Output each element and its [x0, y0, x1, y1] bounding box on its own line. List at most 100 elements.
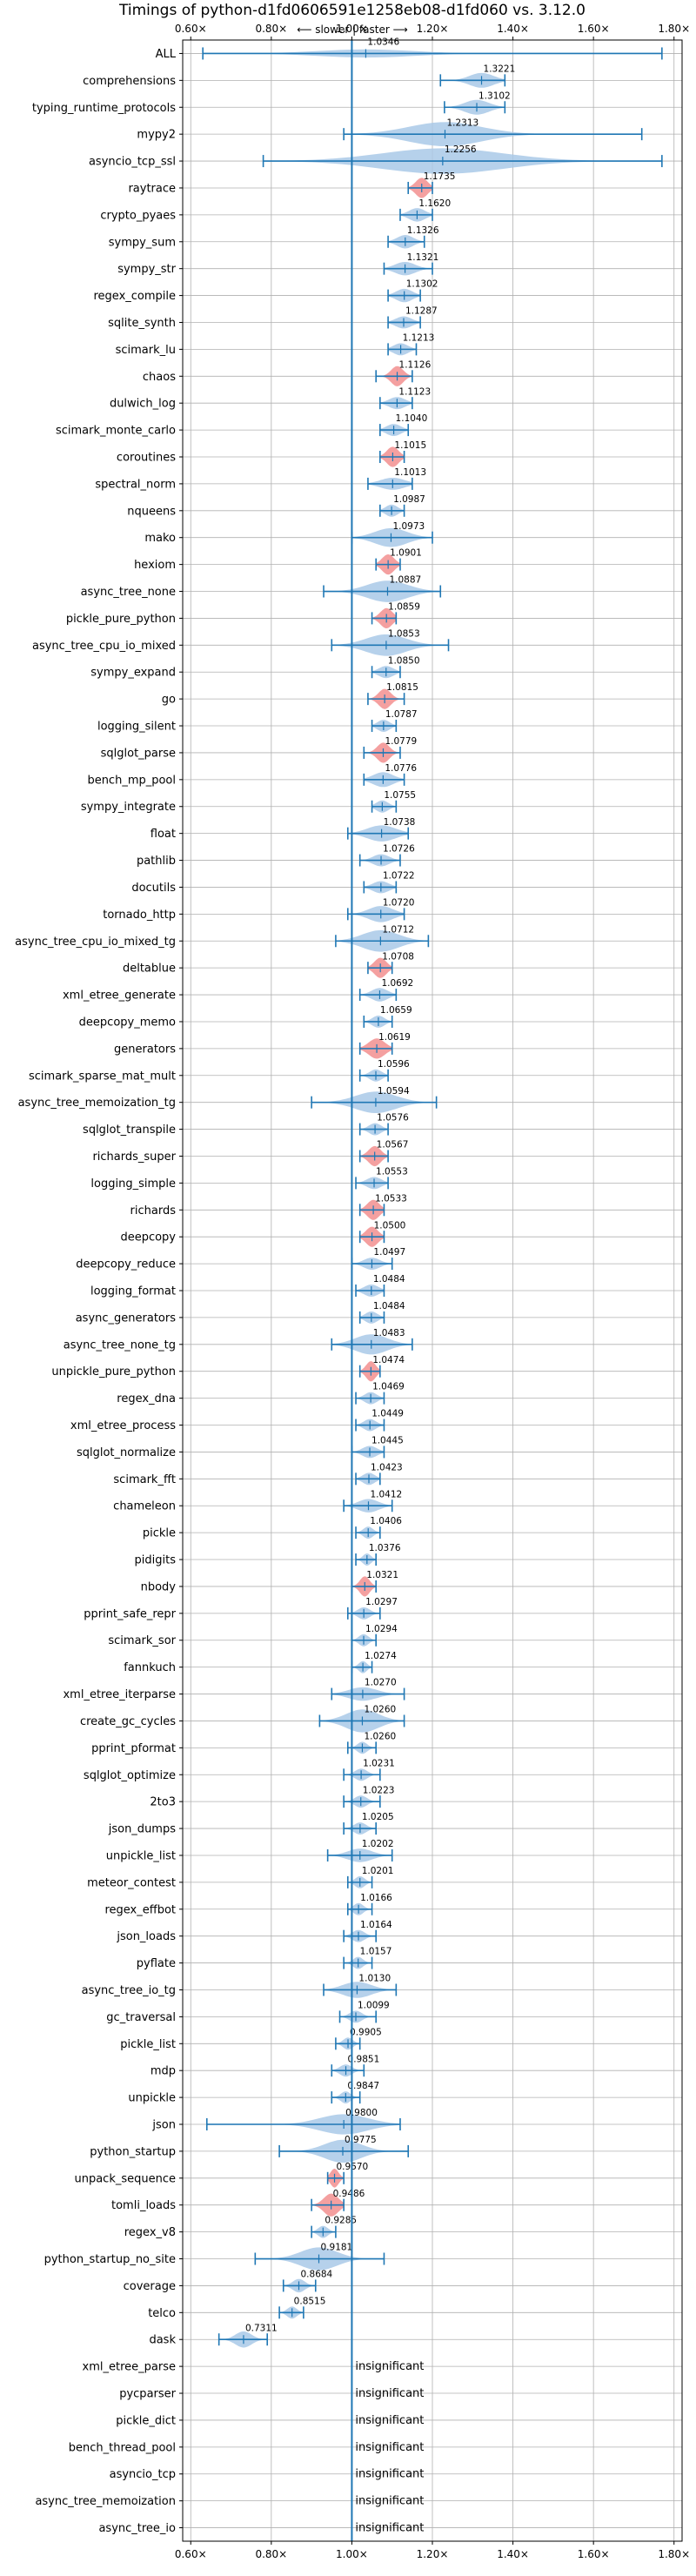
data-label: 1.0692: [381, 978, 413, 989]
data-label: 1.0755: [384, 790, 416, 801]
y-tick-label: float: [151, 828, 176, 841]
data-label: 1.1321: [407, 252, 439, 263]
y-tick-label: mypy2: [137, 129, 176, 142]
y-tick-label: logging_silent: [97, 721, 176, 734]
data-label: 1.0260: [364, 1705, 396, 1715]
data-label: 1.0712: [382, 924, 414, 935]
y-tick-label: richards: [130, 1204, 177, 1218]
data-label: 0.9775: [345, 2135, 377, 2145]
y-tick-label: pprint_pformat: [91, 1742, 176, 1755]
y-tick-label: deltablue: [123, 963, 176, 976]
data-label: 1.0973: [392, 521, 425, 532]
x-tick-label-bottom: 1.00×: [336, 2548, 368, 2560]
y-tick-label: sqlite_synth: [108, 317, 176, 330]
data-label: 1.1015: [394, 440, 426, 451]
data-label: 1.0533: [375, 1193, 407, 1204]
y-tick-label: scimark_fft: [113, 1473, 176, 1486]
y-tick-label: regex_effbot: [104, 1903, 176, 1916]
y-tick-label: regex_v8: [124, 2226, 176, 2239]
data-label: 1.0166: [360, 1893, 392, 1903]
y-tick-label: logging_simple: [90, 1177, 176, 1191]
data-labels: 1.0346 1.3221 1.3102 1.2313 1.2256 1.1735 1.16…: [245, 37, 515, 2535]
data-label: 1.1040: [396, 413, 428, 424]
y-tick-label: python_startup_no_site: [44, 2253, 176, 2266]
y-tick-label: async_tree_io_tg: [82, 1984, 176, 1997]
y-tick-label: json_loads: [116, 1930, 176, 1943]
data-label: 1.0567: [377, 1140, 409, 1150]
y-tick-label: unpickle: [128, 2092, 176, 2105]
data-label: 1.0130: [358, 1974, 391, 1984]
y-tick-label: unpack_sequence: [74, 2172, 176, 2185]
y-tick-label: async_tree_memoization_tg: [18, 1097, 176, 1110]
data-label: 0.7311: [245, 2323, 278, 2333]
data-label: 1.0270: [365, 1678, 397, 1688]
x-tick-label-top: 1.80×: [658, 23, 690, 35]
x-tick-label-bottom: 0.80×: [255, 2548, 287, 2560]
y-tick-label: richards_super: [92, 1150, 176, 1164]
data-label: 1.0469: [372, 1382, 405, 1392]
y-tick-label: pprint_safe_repr: [84, 1607, 176, 1620]
y-tick-label: pickle: [143, 1527, 176, 1540]
x-tick-label-bottom: 1.40×: [497, 2548, 529, 2560]
y-tick-label: scimark_monte_carlo: [56, 425, 176, 438]
y-tick-label: python_startup: [90, 2145, 176, 2158]
insignificant-label: insignificant: [355, 2360, 424, 2373]
data-label: 1.0412: [370, 1489, 402, 1499]
data-label: 1.1123: [398, 386, 431, 397]
y-tick-label: sympy_expand: [90, 667, 176, 680]
y-tick-label: dask: [149, 2334, 176, 2347]
y-tick-label: pidigits: [135, 1554, 177, 1567]
insignificant-label: insignificant: [355, 2387, 424, 2400]
data-label: 1.0099: [358, 2000, 390, 2010]
x-tick-label-top: 1.60×: [578, 23, 610, 35]
data-label: 1.0859: [388, 602, 420, 613]
y-tick-label: chaos: [143, 371, 176, 384]
y-tick-label: pathlib: [137, 855, 176, 868]
data-label: 1.0445: [371, 1436, 404, 1446]
x-tick-label-top: 1.00×: [336, 23, 368, 35]
data-label: 1.0720: [383, 897, 415, 908]
y-tick-label: crypto_pyaes: [100, 209, 176, 222]
data-label: 1.0815: [386, 682, 418, 693]
data-label: 1.0202: [362, 1839, 394, 1849]
data-label: 1.0594: [378, 1086, 410, 1097]
y-tick-label: generators: [114, 1043, 176, 1056]
x-tick-label-bottom: 1.60×: [578, 2548, 610, 2560]
data-label: 1.3102: [478, 91, 511, 101]
y-tick-label: 2to3: [150, 1796, 176, 1809]
data-label: 1.0201: [362, 1866, 394, 1876]
data-label: 1.0294: [365, 1624, 398, 1634]
data-label: 0.9181: [321, 2243, 353, 2253]
y-tick-label: gc_traversal: [106, 2011, 176, 2024]
y-tick-label: async_tree_memoization: [35, 2495, 176, 2508]
y-tick-label: nqueens: [127, 505, 176, 518]
y-tick-label: xml_etree_process: [70, 1419, 176, 1432]
data-label: 1.1326: [407, 225, 439, 236]
data-label: 0.8684: [301, 2270, 333, 2280]
data-label: 1.2313: [446, 117, 478, 128]
data-label: 1.0164: [360, 1920, 392, 1930]
data-label: 1.0497: [373, 1247, 405, 1258]
data-label: 1.0500: [374, 1220, 406, 1231]
y-tick-label: async_tree_cpu_io_mixed_tg: [15, 936, 176, 949]
y-tick-label: go: [162, 694, 176, 707]
data-label: 1.0423: [371, 1462, 403, 1472]
data-label: 0.8515: [294, 2296, 326, 2306]
y-tick-label: async_tree_io: [98, 2522, 176, 2535]
y-tick-label: typing_runtime_protocols: [32, 102, 176, 115]
y-tick-label: regex_dna: [117, 1392, 176, 1405]
y-tick-label: xml_etree_parse: [83, 2361, 176, 2374]
data-label: 1.0738: [384, 817, 416, 828]
data-label: 1.0406: [370, 1516, 402, 1526]
chart-subtitle: ⟵ slower | faster ⟶: [297, 23, 408, 36]
y-tick-label: mako: [144, 532, 176, 545]
y-tick-label: pickle_dict: [116, 2414, 176, 2427]
data-label: 1.0205: [362, 1812, 394, 1822]
data-label: 1.0887: [389, 575, 421, 586]
y-tick-label: unpickle_pure_python: [51, 1365, 176, 1379]
y-tick-label: sympy_integrate: [81, 801, 176, 814]
data-label: 1.1126: [399, 359, 432, 370]
y-tick-label: json_dumps: [108, 1823, 176, 1836]
y-tick-label: async_tree_none_tg: [64, 1338, 176, 1352]
data-label: 1.0708: [382, 951, 414, 962]
